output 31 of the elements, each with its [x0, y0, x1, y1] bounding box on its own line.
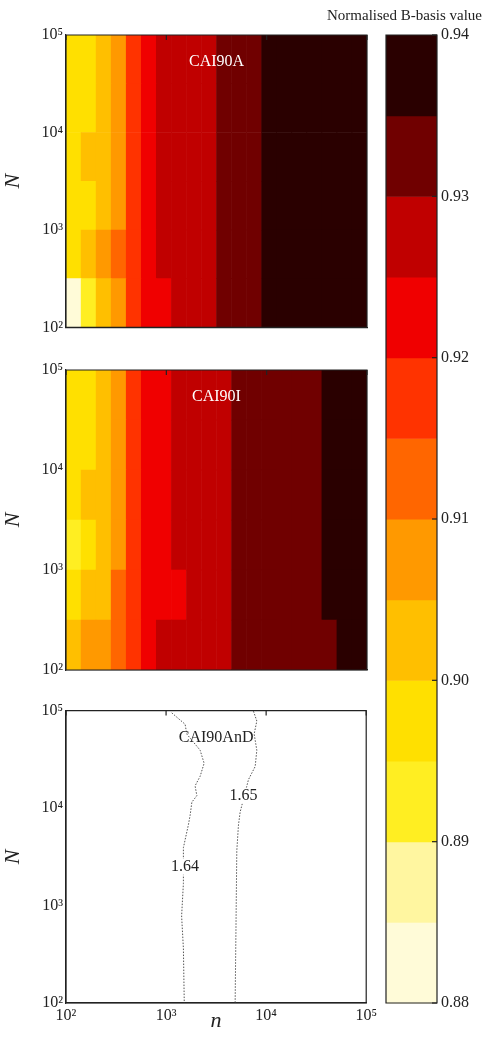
text: CAI90A — [188, 52, 245, 70]
x-axis-title: n — [210, 1006, 222, 1032]
color-bar-label: 0.93 — [441, 186, 469, 204]
x-tick-label: 10³ — [155, 1005, 177, 1023]
annotation: 1.65 — [229, 785, 258, 803]
color-bar-label: 0.90 — [441, 670, 469, 688]
color-bar-title: Normalised B-basis value — [327, 6, 483, 23]
y-tick-label: 10² — [42, 660, 64, 678]
y-tick-label: 10⁴ — [41, 460, 64, 478]
annotation: 1.64 — [171, 856, 200, 874]
x-tick-label: 10⁴ — [255, 1005, 278, 1023]
y-axis-title: N — [0, 172, 24, 190]
y-tick-label: 10⁵ — [41, 25, 63, 43]
color-bar-label: 0.88 — [441, 993, 469, 1011]
text: CAI90AnD — [178, 727, 254, 745]
y-tick-label: 10³ — [42, 220, 64, 238]
y-axis-title: N — [0, 848, 24, 866]
y-tick-label: 10³ — [42, 895, 64, 913]
color-bar-label: 0.92 — [441, 347, 469, 365]
color-bar-label: 0.94 — [441, 25, 469, 43]
y-tick-label: 10⁴ — [41, 798, 64, 816]
y-tick-label: 10⁵ — [41, 700, 63, 718]
x-tick-label: 10⁵ — [355, 1005, 377, 1023]
y-tick-label: 10³ — [42, 560, 64, 578]
color-bar-label: 0.91 — [441, 509, 469, 527]
y-tick-label: 10⁴ — [41, 122, 64, 140]
y-tick-label: 10² — [42, 317, 64, 335]
text: CAI90I — [192, 387, 241, 405]
y-axis-title: N — [0, 511, 24, 529]
y-tick-label: 10⁵ — [41, 360, 63, 378]
color-bar-label: 0.89 — [441, 831, 469, 849]
